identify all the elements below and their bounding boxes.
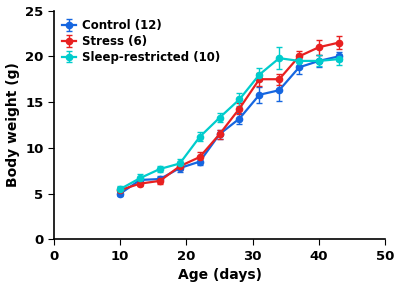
Legend: Control (12), Stress (6), Sleep-restricted (10): Control (12), Stress (6), Sleep-restrict… <box>60 16 223 66</box>
Y-axis label: Body weight (g): Body weight (g) <box>6 62 20 187</box>
X-axis label: Age (days): Age (days) <box>178 268 262 283</box>
